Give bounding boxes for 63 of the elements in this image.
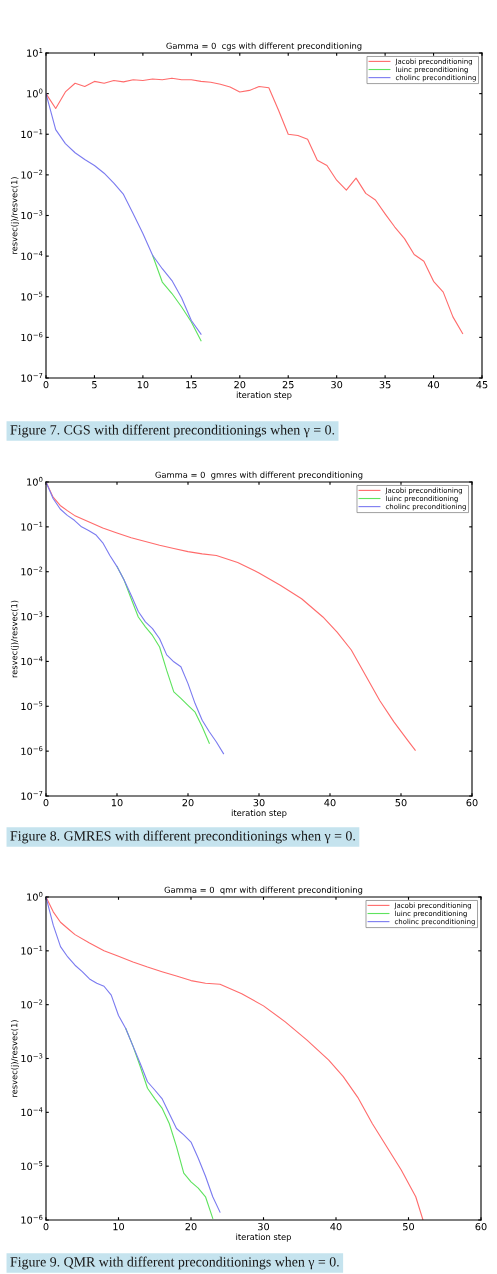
y-tick-label: 10$^{−4}$	[21, 1107, 43, 1117]
y-tick-label: 10$^{−3}$	[21, 210, 43, 220]
x-tick-label: 30	[253, 798, 265, 807]
x-tick-label: 20	[182, 798, 194, 807]
y-tick-label: 10$^{0}$	[27, 476, 43, 486]
chart-title: Gamma = 0 cgs with different preconditioning	[166, 42, 362, 51]
line-series	[46, 482, 225, 755]
x-tick-label: 50	[403, 1222, 415, 1231]
y-tick-label: 10$^{−2}$	[21, 999, 43, 1009]
y-tick-label: 10$^{1}$	[27, 47, 43, 57]
x-axis-title: iteration step	[231, 809, 287, 818]
y-tick-label: 10$^{0}$	[27, 88, 43, 98]
y-tick-label: 10$^{−6}$	[21, 332, 43, 342]
chart-title: Gamma = 0 gmres with different preconditioning	[155, 471, 363, 480]
caption: Figure 9. QMR with different preconditionings when γ = 0.	[10, 1256, 339, 1270]
y-tick-label: 10$^{−1}$	[21, 129, 43, 139]
y-tick-label: 10$^{−3}$	[21, 1053, 43, 1063]
chart-title: Gamma = 0 qmr with different preconditioning	[164, 886, 363, 895]
x-tick-label: 30	[331, 380, 343, 389]
x-tick-label: 20	[185, 1222, 197, 1231]
y-tick-label: 10$^{−5}$	[21, 1161, 43, 1170]
x-tick-label: 50	[395, 798, 407, 807]
x-axis-title: iteration step	[236, 1233, 291, 1242]
y-axis-title: resvec(j)/resvec(1)	[10, 1020, 19, 1097]
x-tick-label: 30	[258, 1222, 270, 1231]
x-tick-label: 10	[137, 380, 149, 389]
y-tick-label: 10$^{−4}$	[21, 656, 43, 666]
x-tick-label: 10	[113, 1222, 125, 1231]
y-tick-label: 10$^{−4}$	[21, 251, 43, 260]
y-axis-title: resvec(j)/resvec(1)	[10, 177, 19, 254]
y-tick-label: 10$^{−5}$	[21, 291, 43, 301]
x-tick-label: 15	[186, 381, 197, 389]
y-tick-label: 10$^{−2}$	[21, 169, 43, 179]
y-tick-label: 10$^{−6}$	[21, 745, 43, 755]
x-tick-label: 60	[475, 1222, 487, 1231]
caption: Figure 8. GMRES with different preconditionings when γ = 0.	[10, 830, 355, 844]
x-tick-label: 60	[466, 798, 478, 807]
x-tick-label: 0	[43, 798, 49, 807]
x-tick-label: 0	[43, 1222, 49, 1231]
caption: Figure 7. CGS with different preconditionings when γ = 0.	[10, 424, 335, 438]
x-tick-label: 40	[330, 1222, 342, 1231]
x-tick-label: 25	[282, 380, 294, 389]
line-series	[152, 254, 202, 342]
y-tick-label: 10$^{−5}$	[21, 701, 43, 711]
y-tick-label: 10$^{−3}$	[21, 611, 43, 621]
y-tick-label: 10$^{−7}$	[21, 372, 43, 382]
y-tick-label: 10$^{−1}$	[21, 521, 43, 531]
x-tick-label: 0	[43, 380, 49, 389]
y-tick-label: 10$^{−6}$	[21, 1214, 43, 1224]
x-tick-label: 5	[92, 381, 97, 389]
y-axis-title: resvec(j)/resvec(1)	[10, 600, 19, 678]
y-tick-label: 10$^{−7}$	[21, 790, 43, 800]
x-tick-label: 40	[427, 380, 440, 389]
x-axis-title: iteration step	[236, 391, 292, 400]
y-tick-label: 10$^{−1}$	[21, 945, 43, 955]
y-tick-label: 10$^{0}$	[27, 891, 43, 901]
x-tick-label: 35	[379, 380, 391, 389]
x-tick-label: 20	[234, 380, 246, 389]
y-tick-label: 10$^{−2}$	[21, 566, 43, 576]
x-tick-label: 40	[324, 798, 336, 807]
x-tick-label: 45	[476, 381, 488, 389]
line-series	[46, 897, 221, 1213]
x-tick-label: 10	[111, 798, 123, 807]
